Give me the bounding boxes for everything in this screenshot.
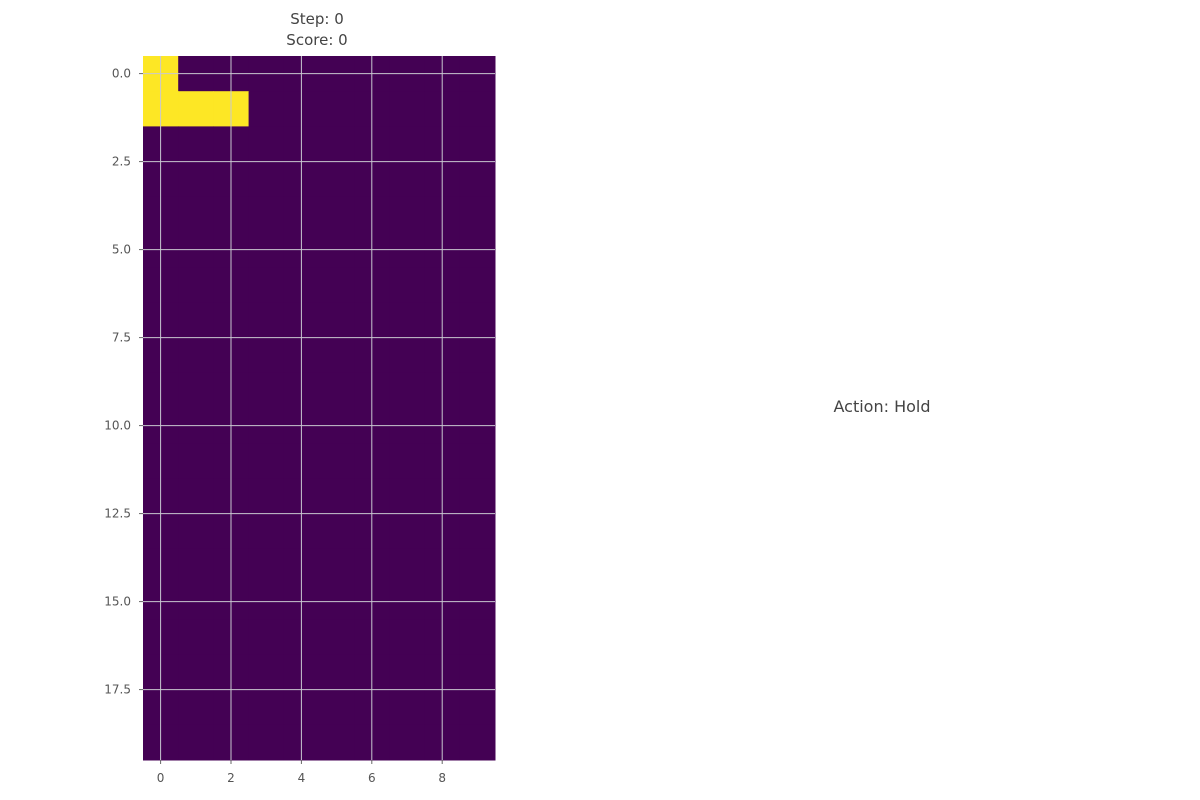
empty-cell <box>248 126 285 163</box>
y-tick-label: 17.5 <box>104 683 131 697</box>
y-tick-label: 10.0 <box>104 419 131 433</box>
empty-cell <box>178 478 214 515</box>
empty-cell <box>319 654 355 691</box>
empty-cell <box>459 337 496 374</box>
empty-cell <box>319 302 355 339</box>
empty-cell <box>319 724 355 761</box>
empty-cell <box>319 91 355 127</box>
x-tick-label: 8 <box>438 771 446 785</box>
empty-cell <box>248 337 285 374</box>
empty-cell <box>248 372 285 409</box>
empty-cell <box>178 654 214 691</box>
empty-cell <box>248 724 285 761</box>
empty-cell <box>248 91 285 127</box>
empty-cell <box>248 161 285 198</box>
empty-cell <box>389 724 426 761</box>
empty-cell <box>389 302 426 339</box>
axis-ticks: 0.0 2.5 5.0 7.5 10.0 12.5 15.0 17.5 0 2 4 6 8 <box>104 67 446 785</box>
empty-cell <box>319 443 355 479</box>
empty-cell <box>389 654 426 691</box>
empty-cell <box>178 196 214 233</box>
empty-cell <box>248 443 285 479</box>
empty-cell <box>178 161 214 198</box>
empty-cell <box>248 654 285 691</box>
empty-cell <box>459 654 496 691</box>
empty-cell <box>319 372 355 409</box>
empty-cell <box>178 443 214 479</box>
empty-cell <box>459 91 496 127</box>
empty-cell <box>319 267 355 303</box>
y-tick-label: 15.0 <box>104 595 131 609</box>
x-tick-label: 6 <box>368 771 376 785</box>
empty-cell <box>178 126 214 163</box>
empty-cell <box>459 689 496 726</box>
empty-cell <box>459 548 496 585</box>
empty-cell <box>319 478 355 515</box>
empty-cell <box>389 689 426 726</box>
x-tick-label: 4 <box>298 771 306 785</box>
empty-cell <box>319 126 355 163</box>
empty-cell <box>459 126 496 163</box>
empty-cell <box>319 196 355 233</box>
empty-cell <box>248 548 285 585</box>
empty-cell <box>178 302 214 339</box>
empty-cell <box>248 196 285 233</box>
empty-cell <box>459 372 496 409</box>
empty-cell <box>248 689 285 726</box>
empty-cell <box>459 161 496 198</box>
empty-cell <box>319 513 355 550</box>
score-label: Score: 0 <box>286 31 348 49</box>
empty-cell <box>178 548 214 585</box>
empty-cell <box>389 161 426 198</box>
y-tick-label: 0.0 <box>112 67 131 81</box>
empty-cell <box>389 513 426 550</box>
empty-cell <box>248 619 285 655</box>
x-tick-label: 2 <box>227 771 235 785</box>
empty-cell <box>389 548 426 585</box>
empty-cell <box>248 513 285 550</box>
board-gridlines <box>143 56 495 760</box>
empty-cell <box>319 337 355 374</box>
empty-cell <box>319 161 355 198</box>
empty-cell <box>389 126 426 163</box>
empty-cell <box>389 478 426 515</box>
empty-cell <box>178 267 214 303</box>
y-tick-label: 5.0 <box>112 243 131 257</box>
y-tick-label: 2.5 <box>112 155 131 169</box>
empty-cell <box>459 513 496 550</box>
empty-cell <box>389 619 426 655</box>
empty-cell <box>248 267 285 303</box>
empty-cell <box>459 267 496 303</box>
empty-cell <box>178 689 214 726</box>
empty-cell <box>319 619 355 655</box>
empty-cell <box>178 619 214 655</box>
empty-cell <box>459 724 496 761</box>
empty-cell <box>389 267 426 303</box>
empty-cell <box>459 619 496 655</box>
step-label: Step: 0 <box>290 10 344 28</box>
empty-cell <box>319 548 355 585</box>
action-label: Action: Hold <box>833 397 931 416</box>
empty-cell <box>178 337 214 374</box>
y-tick-label: 12.5 <box>104 507 131 521</box>
empty-cell <box>389 443 426 479</box>
empty-cell <box>178 724 214 761</box>
empty-cell <box>389 337 426 374</box>
empty-cell <box>389 91 426 127</box>
x-tick-label: 0 <box>157 771 165 785</box>
empty-cell <box>459 478 496 515</box>
y-tick-label: 7.5 <box>112 331 131 345</box>
empty-cell <box>178 513 214 550</box>
empty-cell <box>248 478 285 515</box>
filled-cell <box>178 91 214 127</box>
empty-cell <box>389 196 426 233</box>
empty-cell <box>248 302 285 339</box>
empty-cell <box>459 302 496 339</box>
empty-cell <box>459 196 496 233</box>
empty-cell <box>459 443 496 479</box>
empty-cell <box>178 372 214 409</box>
empty-cell <box>319 689 355 726</box>
empty-cell <box>389 372 426 409</box>
